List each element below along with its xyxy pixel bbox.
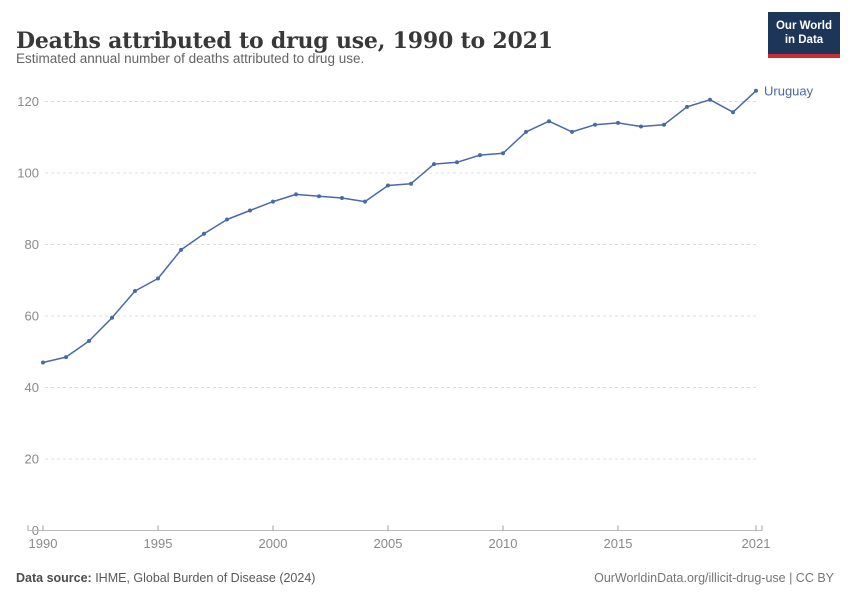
data-point-marker: [386, 183, 390, 188]
data-point-marker: [271, 199, 275, 204]
data-point-marker: [179, 247, 183, 252]
y-axis-tick-label: 40: [25, 380, 39, 395]
data-source-value: IHME, Global Burden of Disease (2024): [91, 571, 316, 585]
data-point-marker: [409, 181, 413, 186]
data-source-label: Data source:: [16, 571, 92, 585]
x-axis-tick-label: 1995: [144, 536, 173, 551]
data-point-marker: [593, 122, 597, 127]
y-axis-tick-label: 120: [17, 94, 39, 109]
data-point-marker: [570, 129, 574, 134]
y-axis-tick-label: 100: [17, 166, 39, 181]
owid-logo-line1: Our World: [775, 20, 832, 32]
data-point-marker: [363, 199, 367, 204]
data-point-marker: [340, 196, 344, 200]
chart-subtitle: Estimated annual number of deaths attrib…: [16, 51, 365, 66]
data-source-text: Data source: IHME, Global Burden of Dise…: [16, 571, 315, 585]
data-point-marker: [133, 289, 137, 293]
y-axis-tick-label: 80: [25, 237, 39, 252]
page-title: Deaths attributed to drug use, 1990 to 2…: [16, 27, 553, 54]
x-axis-tick-label: 2010: [489, 536, 518, 551]
x-axis-tick-label: 2000: [259, 536, 288, 551]
y-axis-tick-label: 60: [25, 309, 39, 324]
data-point-marker: [524, 129, 528, 134]
data-point-marker: [478, 153, 482, 158]
data-point-marker: [110, 315, 114, 320]
x-axis-tick-label: 1990: [29, 536, 58, 551]
data-point-marker: [662, 122, 666, 127]
data-point-marker: [156, 276, 160, 281]
series-line-uruguay: [42, 90, 757, 364]
data-point-marker: [432, 162, 436, 167]
data-point-marker: [202, 231, 206, 236]
data-point-marker: [248, 208, 252, 213]
data-point-marker: [317, 194, 321, 199]
credit-link[interactable]: OurWorldinData.org/illicit-drug-use | CC…: [594, 571, 834, 585]
x-axis-tick-label: 2015: [604, 536, 633, 551]
owid-logo-line2: in Data: [784, 34, 824, 46]
data-point-marker: [639, 124, 643, 129]
owid-logo[interactable]: Our World in Data: [768, 12, 840, 58]
x-axis-tick-label: 2005: [374, 536, 403, 551]
data-point-marker: [708, 97, 712, 102]
data-point-marker: [41, 360, 45, 365]
data-point-marker: [731, 110, 735, 115]
data-point-marker: [87, 339, 91, 343]
data-point-marker: [754, 88, 758, 93]
data-point-marker: [294, 192, 298, 197]
y-axis-tick-label: 20: [25, 452, 39, 467]
data-point-marker: [64, 355, 68, 360]
data-point-marker: [455, 160, 459, 165]
data-point-marker: [685, 104, 689, 109]
x-axis-tick-label: 2021: [742, 536, 771, 551]
series-label-uruguay[interactable]: Uruguay: [764, 83, 814, 98]
data-point-marker: [616, 120, 620, 125]
data-point-marker: [225, 217, 229, 222]
data-point-marker: [501, 151, 505, 156]
data-point-marker: [547, 119, 551, 124]
